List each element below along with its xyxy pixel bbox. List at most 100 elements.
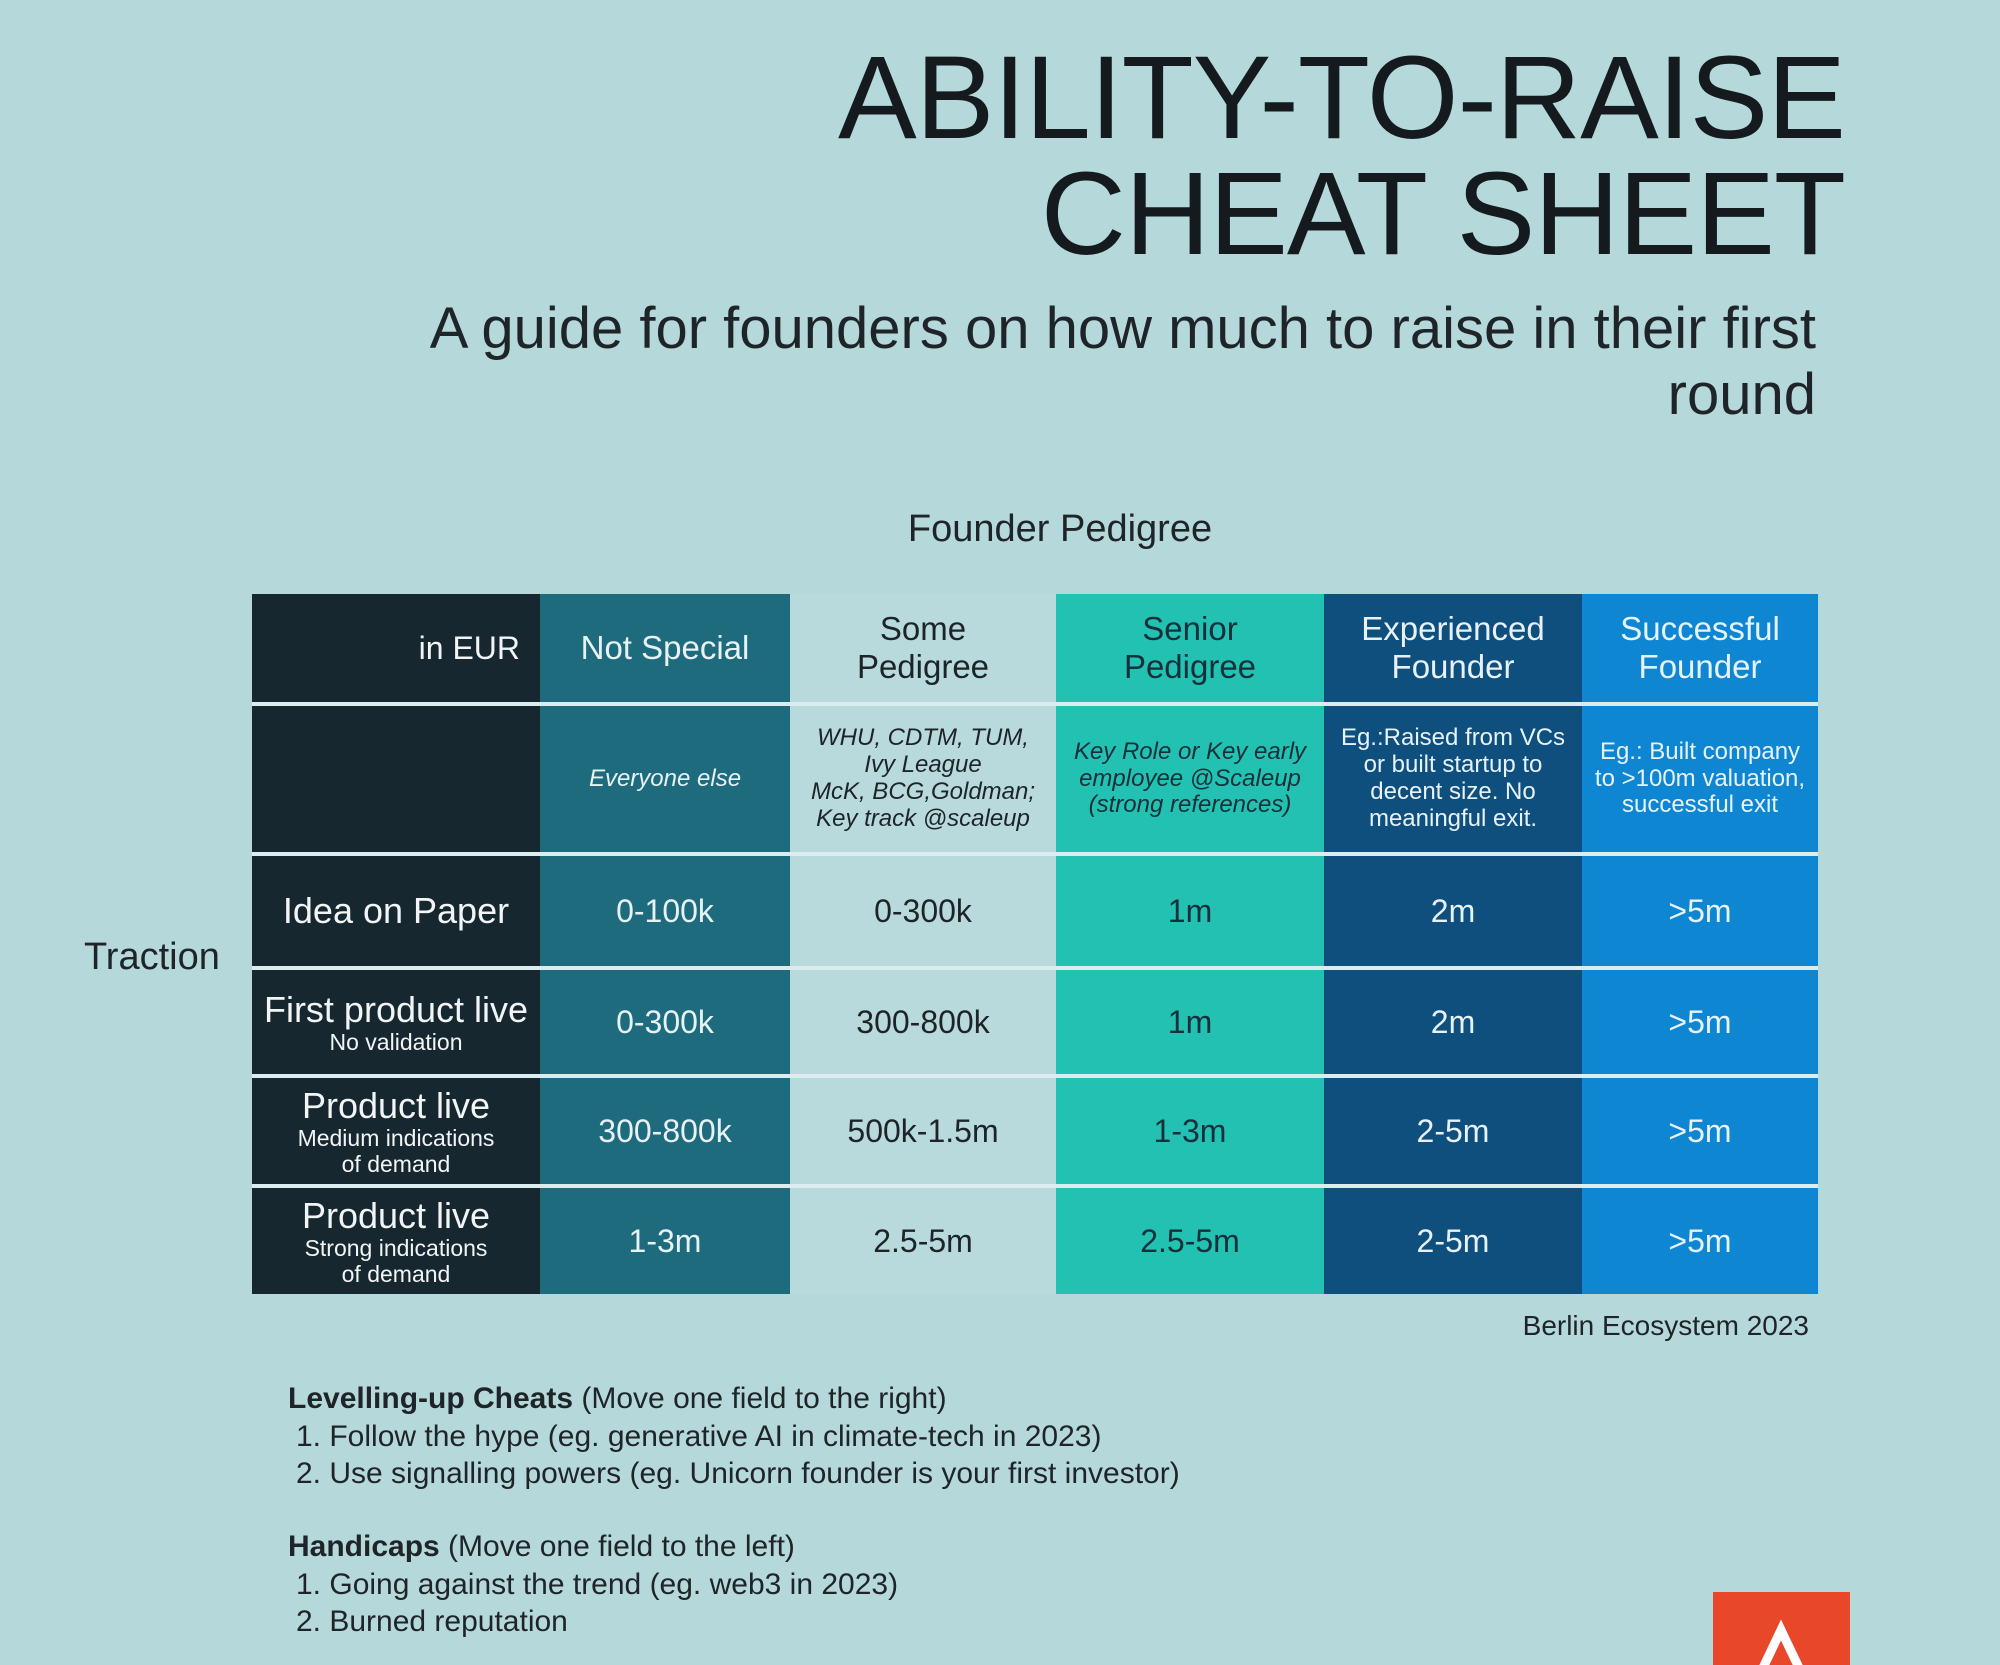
column-header-line: Successful: [1620, 610, 1780, 648]
raise-amount-cell: 1m: [1056, 966, 1324, 1074]
raise-amount-value: 2-5m: [1416, 1112, 1490, 1149]
title-line-1: ABILITY-TO-RAISE: [838, 32, 1846, 164]
raise-amount-cell: 300-800k: [790, 966, 1056, 1074]
column-header-line: Pedigree: [1123, 648, 1257, 685]
raise-amount-cell: 300-800k: [540, 1074, 790, 1184]
cheats-title: Levelling-up Cheats: [288, 1382, 574, 1415]
founder-pedigree-axis-label: Founder Pedigree: [907, 508, 1213, 550]
column-description: Everyone else: [540, 702, 790, 852]
column-description-line: (strong references): [1088, 791, 1292, 819]
table-corner-label: in EUR: [252, 594, 540, 702]
traction-stage: Product live: [301, 1085, 491, 1126]
column-description-line: WHU, CDTM, TUM,: [817, 724, 1029, 752]
raise-amount-value: >5m: [1668, 892, 1732, 929]
raise-amount-cell: >5m: [1582, 966, 1818, 1074]
raise-amount-cell: >5m: [1582, 1184, 1818, 1294]
raise-amount-value: >5m: [1668, 1112, 1732, 1149]
raise-amount-value: 2.5-5m: [1140, 1222, 1240, 1259]
column-description-line: Key Role or Key early: [1073, 737, 1307, 765]
column-description-line: to >100m valuation,: [1594, 764, 1806, 792]
raise-amount-cell: 2-5m: [1324, 1074, 1582, 1184]
raise-amount-value: 0-300k: [616, 1003, 714, 1040]
traction-row-label: Idea on Paper: [252, 852, 540, 966]
column-description-line: Eg.:Raised from VCs: [1340, 724, 1566, 752]
column-description-line: Ivy League: [864, 751, 982, 779]
raise-amount-value: 1-3m: [1153, 1112, 1227, 1149]
column-header: Experienced Founder: [1324, 594, 1582, 702]
column-header-line: Some: [879, 610, 967, 648]
column-header: Some Pedigree: [790, 594, 1056, 702]
traction-stage-detail: of demand: [341, 1150, 451, 1177]
raise-amount-value: 2.5-5m: [873, 1222, 973, 1259]
raise-amount-value: 1-3m: [628, 1222, 702, 1259]
raise-amount-cell: 0-300k: [790, 852, 1056, 966]
column-header-line: Experienced: [1361, 610, 1545, 648]
traction-stage-detail: Medium indications: [297, 1125, 495, 1152]
cheats-item: 2. Use signalling powers (eg. Unicorn fo…: [296, 1457, 1180, 1490]
raise-matrix-table: in EUR Not Special Some Pedigree Senior Pedig…: [252, 594, 1818, 1294]
column-header-line: Not Special: [580, 629, 750, 667]
raise-amount-value: 2m: [1430, 1003, 1476, 1040]
source-label: Berlin Ecosystem 2023: [1522, 1310, 1809, 1341]
handicaps-hint: (Move one field to the left): [439, 1530, 795, 1563]
column-header-line: Founder: [1391, 648, 1515, 685]
raise-amount-cell: 1m: [1056, 852, 1324, 966]
raise-amount-cell: 1-3m: [540, 1184, 790, 1294]
traction-stage-detail: Strong indications: [304, 1235, 488, 1262]
raise-amount-cell: >5m: [1582, 852, 1818, 966]
notes-section: Levelling-up Cheats (Move one field to t…: [288, 1380, 1180, 1640]
traction-stage: Product live: [301, 1195, 491, 1236]
column-description-line: Eg.: Built company: [1599, 737, 1801, 765]
raise-amount-value: 2-5m: [1416, 1222, 1490, 1259]
raise-amount-cell: 0-100k: [540, 852, 790, 966]
page-title: ABILITY-TO-RAISE CHEAT SHEET: [838, 32, 1846, 280]
column-header-line: Pedigree: [856, 648, 990, 685]
column-header: Successful Founder: [1582, 594, 1818, 702]
column-description-line: decent size. No: [1370, 778, 1536, 805]
subtitle-line-2: round: [1667, 362, 1816, 427]
raise-amount-cell: 0-300k: [540, 966, 790, 1074]
subtitle-line-1: A guide for founders on how much to rais…: [429, 296, 1816, 361]
traction-stage-detail: of demand: [341, 1260, 451, 1287]
column-description: Eg.: Built company to >100m valuation, suc…: [1582, 702, 1818, 852]
raise-amount-value: 300-800k: [856, 1003, 990, 1040]
raise-amount-cell: 2.5-5m: [1056, 1184, 1324, 1294]
title-line-2: CHEAT SHEET: [1040, 148, 1846, 280]
page-subtitle: A guide for founders on how much to rais…: [116, 296, 1816, 428]
column-description-line: employee @Scaleup: [1079, 764, 1301, 792]
raise-amount-cell: 2m: [1324, 966, 1582, 1074]
handicaps-title: Handicaps: [288, 1530, 440, 1563]
raise-amount-value: 2m: [1430, 892, 1476, 929]
traction-stage-detail: No validation: [329, 1029, 463, 1056]
raise-amount-cell: 2m: [1324, 852, 1582, 966]
handicaps-item: 2. Burned reputation: [296, 1605, 568, 1638]
traction-axis-label: Traction: [84, 936, 220, 978]
raise-amount-value: 1m: [1167, 892, 1213, 929]
raise-amount-value: >5m: [1668, 1222, 1732, 1259]
raise-amount-value: 0-100k: [616, 892, 714, 929]
traction-stage: Idea on Paper: [282, 890, 510, 932]
column-description-line: Everyone else: [588, 764, 742, 792]
handicaps-block: Handicaps (Move one field to the left) 1…: [288, 1528, 1180, 1640]
raise-amount-cell: 2.5-5m: [790, 1184, 1056, 1294]
cheats-item: 1. Follow the hype (eg. generative AI in…: [296, 1420, 1102, 1453]
raise-amount-value: 1m: [1167, 1003, 1213, 1040]
column-description-line: or built startup to: [1363, 751, 1543, 779]
traction-row-label: Product live Medium indications of demand: [252, 1074, 540, 1184]
row-label-empty: [252, 702, 540, 852]
raise-amount-cell: 500k-1.5m: [790, 1074, 1056, 1184]
raise-amount-value: 0-300k: [874, 892, 972, 929]
column-description-line: meaningful exit.: [1368, 804, 1538, 832]
column-header: Senior Pedigree: [1056, 594, 1324, 702]
column-header-line: Founder: [1638, 648, 1762, 685]
cheats-hint: (Move one field to the right): [573, 1382, 947, 1415]
raise-amount-value: 500k-1.5m: [847, 1112, 999, 1149]
column-header-line: Senior: [1142, 610, 1238, 648]
raise-amount-cell: 2-5m: [1324, 1184, 1582, 1294]
traction-stage: First product live: [263, 988, 529, 1030]
raise-amount-value: >5m: [1668, 1003, 1732, 1040]
cheats-block: Levelling-up Cheats (Move one field to t…: [288, 1380, 1180, 1492]
traction-row-label: First product live No validation: [252, 966, 540, 1074]
column-description-line: successful exit: [1621, 791, 1779, 819]
column-header: Not Special: [540, 594, 790, 702]
